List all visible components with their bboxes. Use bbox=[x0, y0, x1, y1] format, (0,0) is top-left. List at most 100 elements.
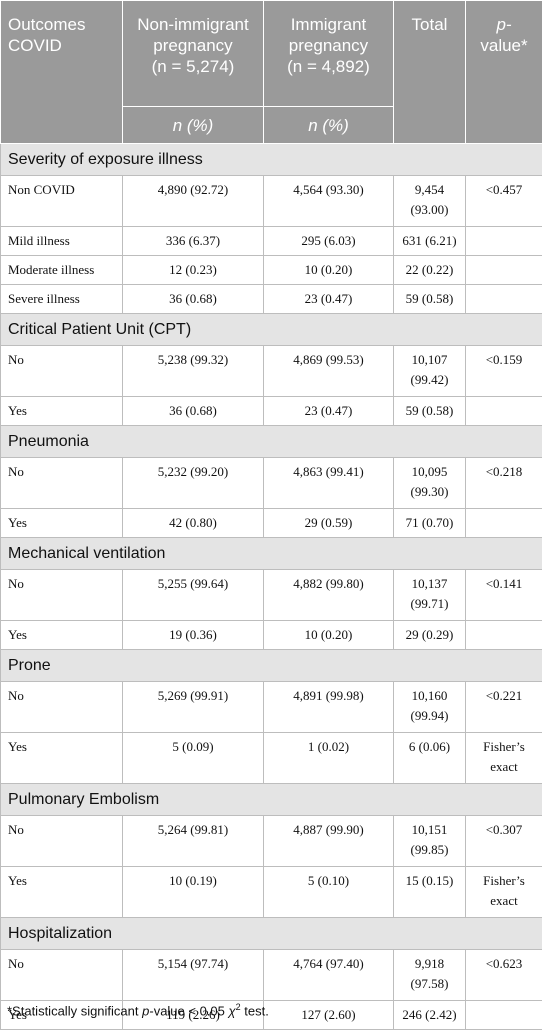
header-immigrant: Immigrant pregnancy(n = 4,892) bbox=[264, 1, 394, 107]
row-label: Yes bbox=[1, 621, 123, 650]
immigrant-value: 295 (6.03) bbox=[264, 227, 394, 256]
row-label: Yes bbox=[1, 397, 123, 426]
non-immigrant-value: 19 (0.36) bbox=[123, 621, 264, 650]
immigrant-value: 10 (0.20) bbox=[264, 621, 394, 650]
p-value: <0.141 bbox=[466, 570, 542, 621]
section-title: Pulmonary Embolism bbox=[1, 784, 542, 816]
immigrant-value: 23 (0.47) bbox=[264, 285, 394, 314]
row-label: Mild illness bbox=[1, 227, 123, 256]
row-label: No bbox=[1, 950, 123, 1001]
total-value: 22 (0.22) bbox=[394, 256, 466, 285]
non-immigrant-value: 36 (0.68) bbox=[123, 285, 264, 314]
immigrant-value: 4,887 (99.90) bbox=[264, 816, 394, 867]
total-value: 10,137 (99.71) bbox=[394, 570, 466, 621]
row-label: Yes bbox=[1, 509, 123, 538]
total-value: 59 (0.58) bbox=[394, 285, 466, 314]
immigrant-value: 4,882 (99.80) bbox=[264, 570, 394, 621]
section-title: Critical Patient Unit (CPT) bbox=[1, 314, 542, 346]
immigrant-value: 4,564 (93.30) bbox=[264, 176, 394, 227]
section-title: Pneumonia bbox=[1, 426, 542, 458]
non-immigrant-value: 36 (0.68) bbox=[123, 397, 264, 426]
total-value: 10,151 (99.85) bbox=[394, 816, 466, 867]
non-immigrant-value: 5,255 (99.64) bbox=[123, 570, 264, 621]
immigrant-value: 4,869 (99.53) bbox=[264, 346, 394, 397]
section-header-row: Critical Patient Unit (CPT) bbox=[1, 314, 542, 346]
header-non-immigrant: Non-immigrant pregnancy(n = 5,274) bbox=[123, 1, 264, 107]
p-value bbox=[466, 227, 542, 256]
immigrant-value: 4,891 (99.98) bbox=[264, 682, 394, 733]
p-value bbox=[466, 397, 542, 426]
immigrant-value: 4,863 (99.41) bbox=[264, 458, 394, 509]
p-value: Fisher’s exact bbox=[466, 733, 542, 784]
p-value bbox=[466, 621, 542, 650]
p-value: <0.307 bbox=[466, 816, 542, 867]
row-label: No bbox=[1, 458, 123, 509]
p-value: <0.623 bbox=[466, 950, 542, 1001]
p-value: Fisher’s exact bbox=[466, 867, 542, 918]
section-header-row: Hospitalization bbox=[1, 918, 542, 950]
immigrant-value: 1 (0.02) bbox=[264, 733, 394, 784]
p-value: <0.159 bbox=[466, 346, 542, 397]
p-value bbox=[466, 1001, 542, 1030]
total-value: 10,095 (99.30) bbox=[394, 458, 466, 509]
immigrant-value: 23 (0.47) bbox=[264, 397, 394, 426]
non-immigrant-value: 12 (0.23) bbox=[123, 256, 264, 285]
header-outcomes: Outcomes COVID bbox=[1, 1, 123, 144]
total-value: 631 (6.21) bbox=[394, 227, 466, 256]
non-immigrant-value: 5,232 (99.20) bbox=[123, 458, 264, 509]
non-immigrant-value: 5,269 (99.91) bbox=[123, 682, 264, 733]
non-immigrant-value: 5,264 (99.81) bbox=[123, 816, 264, 867]
subheader-immigrant: n (%) bbox=[264, 107, 394, 144]
p-value bbox=[466, 509, 542, 538]
row-label: Yes bbox=[1, 867, 123, 918]
non-immigrant-value: 10 (0.19) bbox=[123, 867, 264, 918]
non-immigrant-value: 5,238 (99.32) bbox=[123, 346, 264, 397]
total-value: 9,454 (93.00) bbox=[394, 176, 466, 227]
row-label: No bbox=[1, 816, 123, 867]
section-title: Mechanical ventilation bbox=[1, 538, 542, 570]
table-header: Outcomes COVID Non-immigrant pregnancy(n… bbox=[1, 1, 542, 144]
subheader-non-immigrant: n (%) bbox=[123, 107, 264, 144]
section-title: Severity of exposure illness bbox=[1, 144, 542, 176]
non-immigrant-value: 5,154 (97.74) bbox=[123, 950, 264, 1001]
section-header-row: Pneumonia bbox=[1, 426, 542, 458]
p-value: <0.218 bbox=[466, 458, 542, 509]
row-label: No bbox=[1, 346, 123, 397]
row-label: No bbox=[1, 682, 123, 733]
total-value: 71 (0.70) bbox=[394, 509, 466, 538]
p-value bbox=[466, 256, 542, 285]
total-value: 10,160 (99.94) bbox=[394, 682, 466, 733]
total-value: 15 (0.15) bbox=[394, 867, 466, 918]
section-header-row: Severity of exposure illness bbox=[1, 144, 542, 176]
row-label: Non COVID bbox=[1, 176, 123, 227]
total-value: 9,918 (97.58) bbox=[394, 950, 466, 1001]
section-header-row: Prone bbox=[1, 650, 542, 682]
row-label: Yes bbox=[1, 733, 123, 784]
immigrant-value: 29 (0.59) bbox=[264, 509, 394, 538]
non-immigrant-value: 5 (0.09) bbox=[123, 733, 264, 784]
non-immigrant-value: 336 (6.37) bbox=[123, 227, 264, 256]
total-value: 6 (0.06) bbox=[394, 733, 466, 784]
row-label: No bbox=[1, 570, 123, 621]
p-value: <0.221 bbox=[466, 682, 542, 733]
section-header-row: Mechanical ventilation bbox=[1, 538, 542, 570]
non-immigrant-value: 4,890 (92.72) bbox=[123, 176, 264, 227]
immigrant-value: 5 (0.10) bbox=[264, 867, 394, 918]
row-label: Moderate illness bbox=[1, 256, 123, 285]
immigrant-value: 10 (0.20) bbox=[264, 256, 394, 285]
